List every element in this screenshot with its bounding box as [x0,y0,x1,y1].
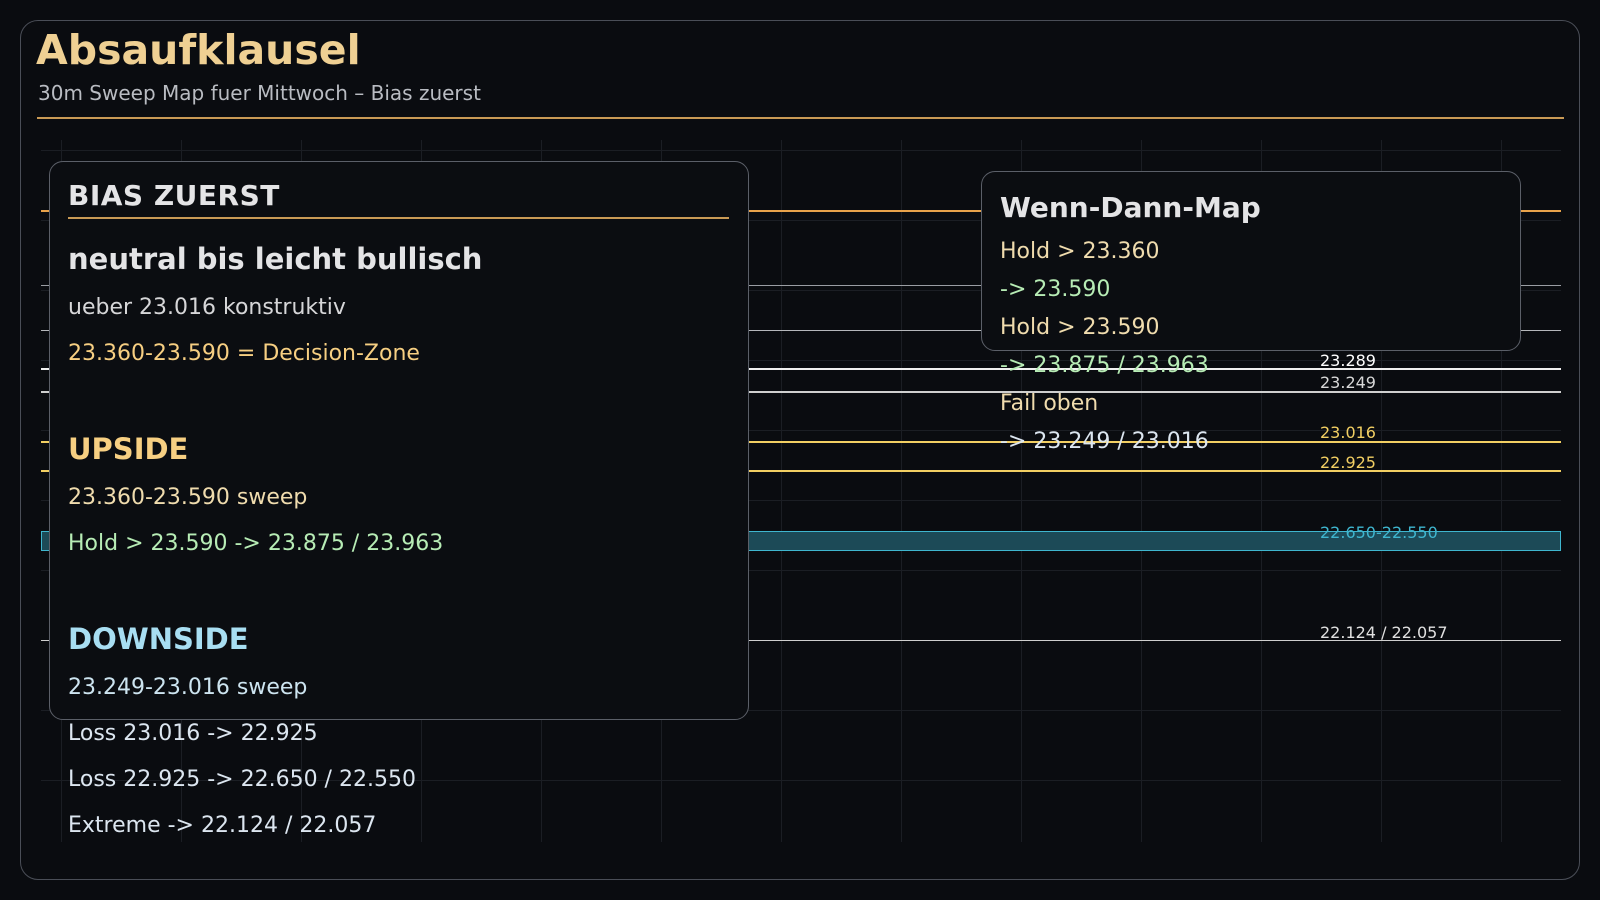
level-label: 23.249 [1320,373,1376,392]
level-label: 23.289 [1320,351,1376,370]
page-subtitle: 30m Sweep Map fuer Mittwoch – Bias zuers… [38,81,481,105]
level-line [41,330,1561,331]
level-label: 22.925 [1320,453,1376,472]
grid-line-horizontal [41,290,1561,291]
map-line: Hold > 23.590 [1000,315,1160,340]
downside-heading: DOWNSIDE [68,622,249,656]
downside-line: Loss 22.925 -> 22.650 / 22.550 [68,767,416,792]
page-title: Absaufklausel [36,26,361,74]
map-line: -> 23.875 / 23.963 [1000,353,1209,378]
grid-line-vertical [1381,140,1382,842]
level-line-23249 [41,391,1561,393]
grid-line-vertical [781,140,782,842]
downside-line: 23.249-23.016 sweep [68,675,308,700]
header-divider [37,117,1564,119]
grid-line-horizontal [41,500,1561,501]
grid-line-horizontal [41,220,1561,221]
level-line-22124 [41,640,1561,641]
grid-line-vertical [901,140,902,842]
map-line: -> 23.590 [1000,277,1111,302]
bias-stance: neutral bis leicht bullisch [68,242,483,276]
grid-line-vertical [1261,140,1262,842]
grid-line-horizontal [41,570,1561,571]
grid-line-horizontal [41,710,1561,711]
wenn-dann-panel [981,171,1521,351]
level-label: 22.650-22.550 [1320,523,1438,542]
grid-line-horizontal [41,360,1561,361]
level-line-23289 [41,368,1561,370]
level-label: 22.124 / 22.057 [1320,623,1448,642]
upside-line: Hold > 23.590 -> 23.875 / 23.963 [68,531,444,556]
grid-line-horizontal [41,150,1561,151]
bias-panel [49,161,749,720]
level-line-orange [41,210,1561,212]
grid-line-vertical [1501,140,1502,842]
bias-heading: BIAS ZUERST [68,179,280,212]
map-heading: Wenn-Dann-Map [1000,191,1261,224]
upside-line: 23.360-23.590 sweep [68,485,308,510]
decision-zone: 23.360-23.590 = Decision-Zone [68,341,420,366]
level-line-22925 [41,470,1561,472]
downside-line: Loss 23.016 -> 22.925 [68,721,318,746]
dashboard-frame [20,20,1580,880]
bias-divider [68,217,729,219]
downside-line: Extreme -> 22.124 / 22.057 [68,813,377,838]
grid-line-vertical [1021,140,1022,842]
level-label: 23.016 [1320,423,1376,442]
level-line [41,285,1561,286]
upside-heading: UPSIDE [68,432,189,466]
map-line: Fail oben [1000,391,1099,416]
grid-line-horizontal [41,430,1561,431]
grid-line-horizontal [41,780,1561,781]
grid-line-vertical [1141,140,1142,842]
map-line: Hold > 23.360 [1000,239,1160,264]
level-line-23016 [41,441,1561,443]
map-line: -> 23.249 / 23.016 [1000,429,1209,454]
bias-line: ueber 23.016 konstruktiv [68,295,346,320]
